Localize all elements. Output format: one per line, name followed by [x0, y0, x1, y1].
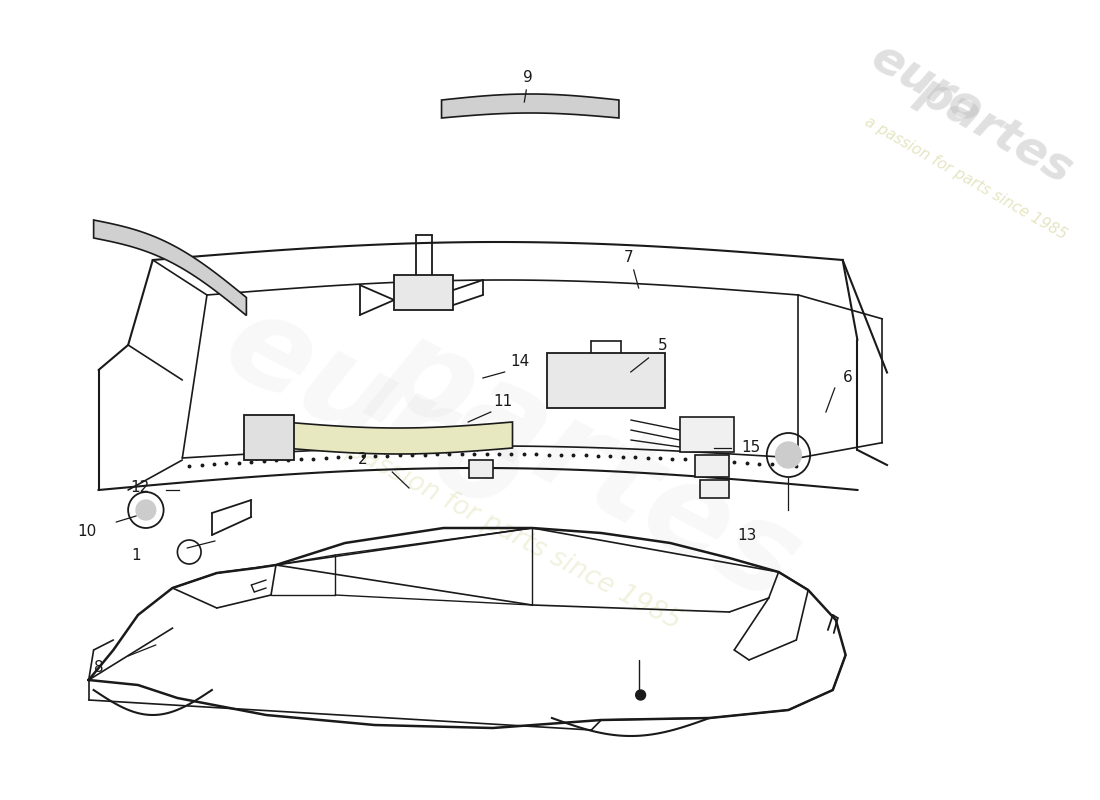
Text: 2: 2: [358, 453, 367, 467]
Text: partes: partes: [362, 305, 821, 625]
Polygon shape: [94, 220, 246, 315]
Text: 14: 14: [510, 354, 530, 370]
Text: euro: euro: [205, 281, 544, 539]
Text: euro: euro: [862, 35, 990, 135]
Text: 10: 10: [77, 525, 97, 539]
Text: 5: 5: [658, 338, 667, 353]
Bar: [547, 353, 666, 407]
Text: 7: 7: [624, 250, 634, 266]
Text: partes: partes: [910, 67, 1081, 193]
Text: 6: 6: [843, 370, 852, 386]
Bar: [394, 275, 453, 310]
Bar: [469, 460, 493, 478]
Polygon shape: [441, 94, 619, 118]
Text: 15: 15: [741, 441, 760, 455]
Text: a passion for parts since 1985: a passion for parts since 1985: [862, 114, 1069, 242]
Bar: [700, 480, 729, 498]
Text: a passion for parts since 1985: a passion for parts since 1985: [321, 425, 684, 635]
Text: 8: 8: [94, 661, 103, 675]
Text: 12: 12: [130, 481, 150, 495]
Bar: [680, 417, 735, 452]
Circle shape: [636, 690, 646, 700]
Bar: [244, 415, 294, 460]
Bar: [695, 455, 729, 477]
Circle shape: [776, 442, 801, 468]
Text: 11: 11: [493, 394, 513, 410]
Text: 1: 1: [131, 549, 141, 563]
Text: 9: 9: [524, 70, 534, 86]
Circle shape: [136, 500, 156, 520]
Text: 13: 13: [737, 527, 757, 542]
Polygon shape: [284, 422, 513, 454]
